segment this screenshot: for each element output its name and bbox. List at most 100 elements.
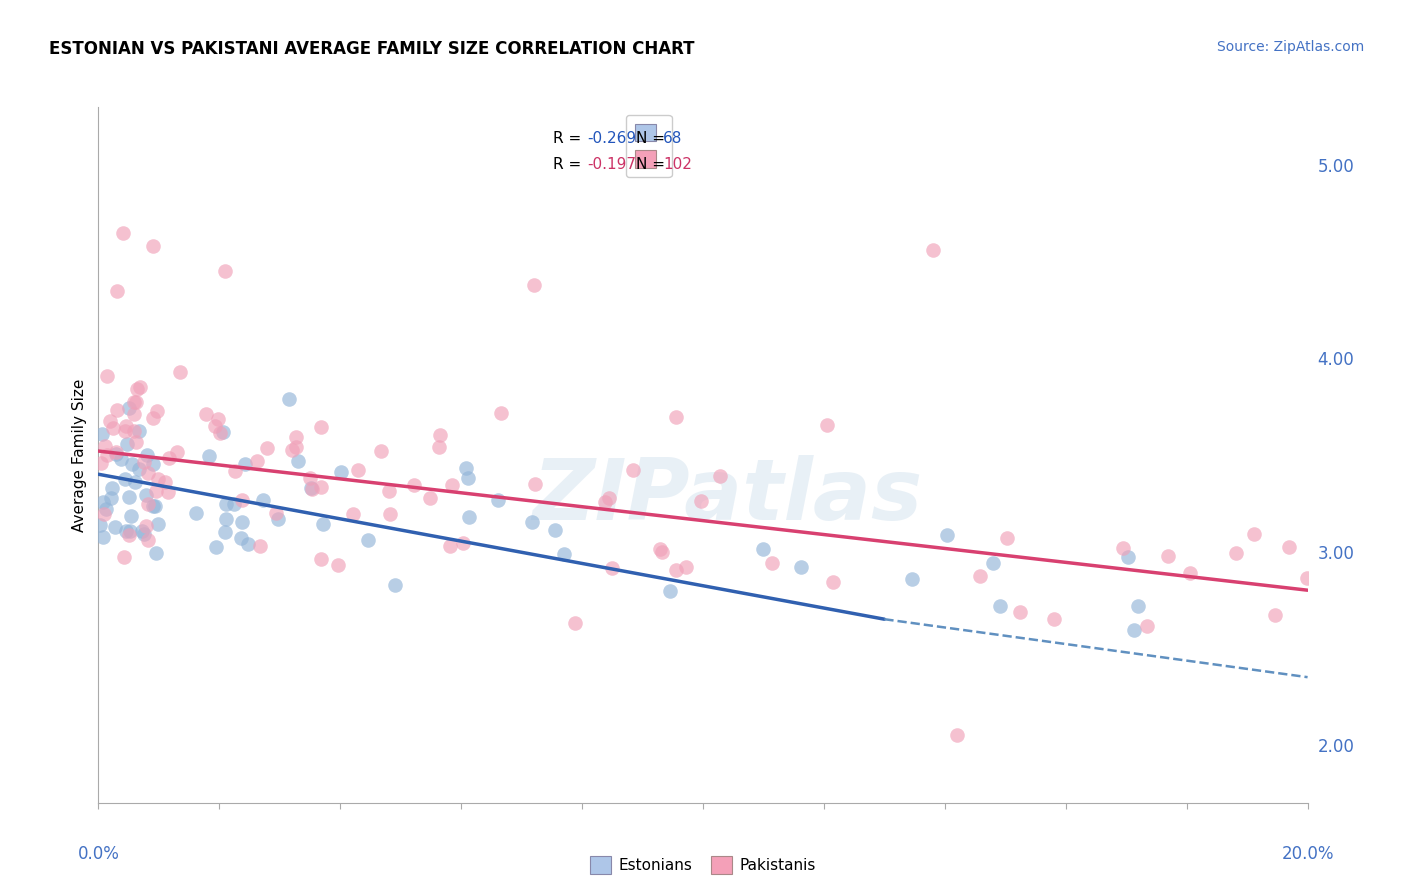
Text: ESTONIAN VS PAKISTANI AVERAGE FAMILY SIZE CORRELATION CHART: ESTONIAN VS PAKISTANI AVERAGE FAMILY SIZ… (49, 40, 695, 58)
Text: -0.197: -0.197 (586, 157, 636, 171)
Point (222, 498, 245, 512)
Point (114, 424, 136, 438)
Point (93, 507, 115, 521)
Point (921, 243, 943, 257)
Point (142, 457, 165, 471)
Point (121, 457, 143, 471)
Point (1122, 623, 1144, 637)
Point (120, 509, 142, 524)
Point (1225, 546, 1247, 560)
Point (761, 557, 783, 571)
Point (419, 491, 441, 505)
Point (208, 425, 231, 440)
Text: ZIPatlas: ZIPatlas (531, 455, 922, 538)
Point (821, 575, 844, 590)
Point (287, 454, 309, 468)
Point (441, 477, 464, 491)
Point (357, 533, 380, 548)
Point (112, 550, 135, 565)
Point (252, 493, 274, 508)
Point (523, 477, 546, 491)
Text: Source: ZipAtlas.com: Source: ZipAtlas.com (1216, 40, 1364, 54)
Point (246, 453, 269, 467)
Legend: Estonians, Pakistanis: Estonians, Pakistanis (583, 850, 823, 880)
Point (101, 481, 124, 495)
Point (690, 493, 713, 508)
Text: 20.0%: 20.0% (1281, 846, 1334, 863)
Point (284, 440, 307, 454)
Point (658, 584, 681, 599)
Point (427, 440, 450, 454)
Point (648, 541, 671, 556)
Point (1264, 608, 1286, 623)
Point (157, 451, 180, 466)
Point (145, 484, 167, 499)
Point (204, 419, 226, 434)
Point (110, 452, 132, 467)
Point (224, 464, 246, 478)
Point (489, 406, 512, 420)
Point (236, 537, 259, 551)
Point (378, 508, 401, 522)
Point (384, 577, 406, 591)
Point (136, 533, 159, 547)
Point (593, 494, 616, 508)
Point (98, 414, 121, 428)
Point (299, 471, 322, 485)
Point (1296, 571, 1319, 585)
Point (347, 463, 370, 477)
Point (651, 544, 673, 558)
Point (91, 495, 114, 509)
Point (1178, 566, 1201, 581)
Text: 68: 68 (664, 131, 682, 146)
Point (752, 541, 775, 556)
Point (281, 442, 304, 457)
Point (404, 477, 426, 491)
Point (146, 516, 169, 531)
Point (104, 520, 127, 534)
Point (457, 471, 479, 485)
Point (184, 506, 207, 520)
Point (146, 404, 169, 418)
Point (124, 408, 146, 422)
Point (94, 439, 117, 453)
Point (117, 401, 139, 416)
Point (90, 456, 112, 470)
Text: R =: R = (553, 131, 586, 146)
Point (439, 539, 461, 553)
Point (104, 445, 127, 459)
Point (212, 425, 235, 439)
Point (125, 435, 148, 450)
Point (600, 560, 623, 574)
Point (122, 395, 145, 409)
Point (312, 516, 335, 531)
Point (267, 512, 290, 526)
Point (157, 484, 180, 499)
Point (115, 418, 138, 433)
Point (458, 510, 481, 524)
Point (166, 444, 188, 458)
Point (1278, 541, 1301, 555)
Text: 102: 102 (664, 157, 692, 171)
Point (135, 488, 157, 502)
Point (114, 524, 136, 538)
Point (995, 531, 1018, 545)
Point (138, 466, 160, 480)
Point (118, 528, 141, 542)
Point (370, 444, 392, 458)
Point (105, 403, 128, 417)
Point (215, 497, 238, 511)
Point (1136, 619, 1159, 633)
Point (256, 441, 278, 455)
Point (1243, 527, 1265, 541)
Point (598, 491, 620, 506)
Point (215, 512, 238, 526)
Point (988, 599, 1011, 614)
Point (229, 532, 252, 546)
Point (101, 420, 124, 434)
Point (142, 499, 165, 513)
Point (91, 530, 114, 544)
Point (118, 490, 141, 504)
Point (96, 369, 118, 384)
Point (124, 475, 146, 489)
